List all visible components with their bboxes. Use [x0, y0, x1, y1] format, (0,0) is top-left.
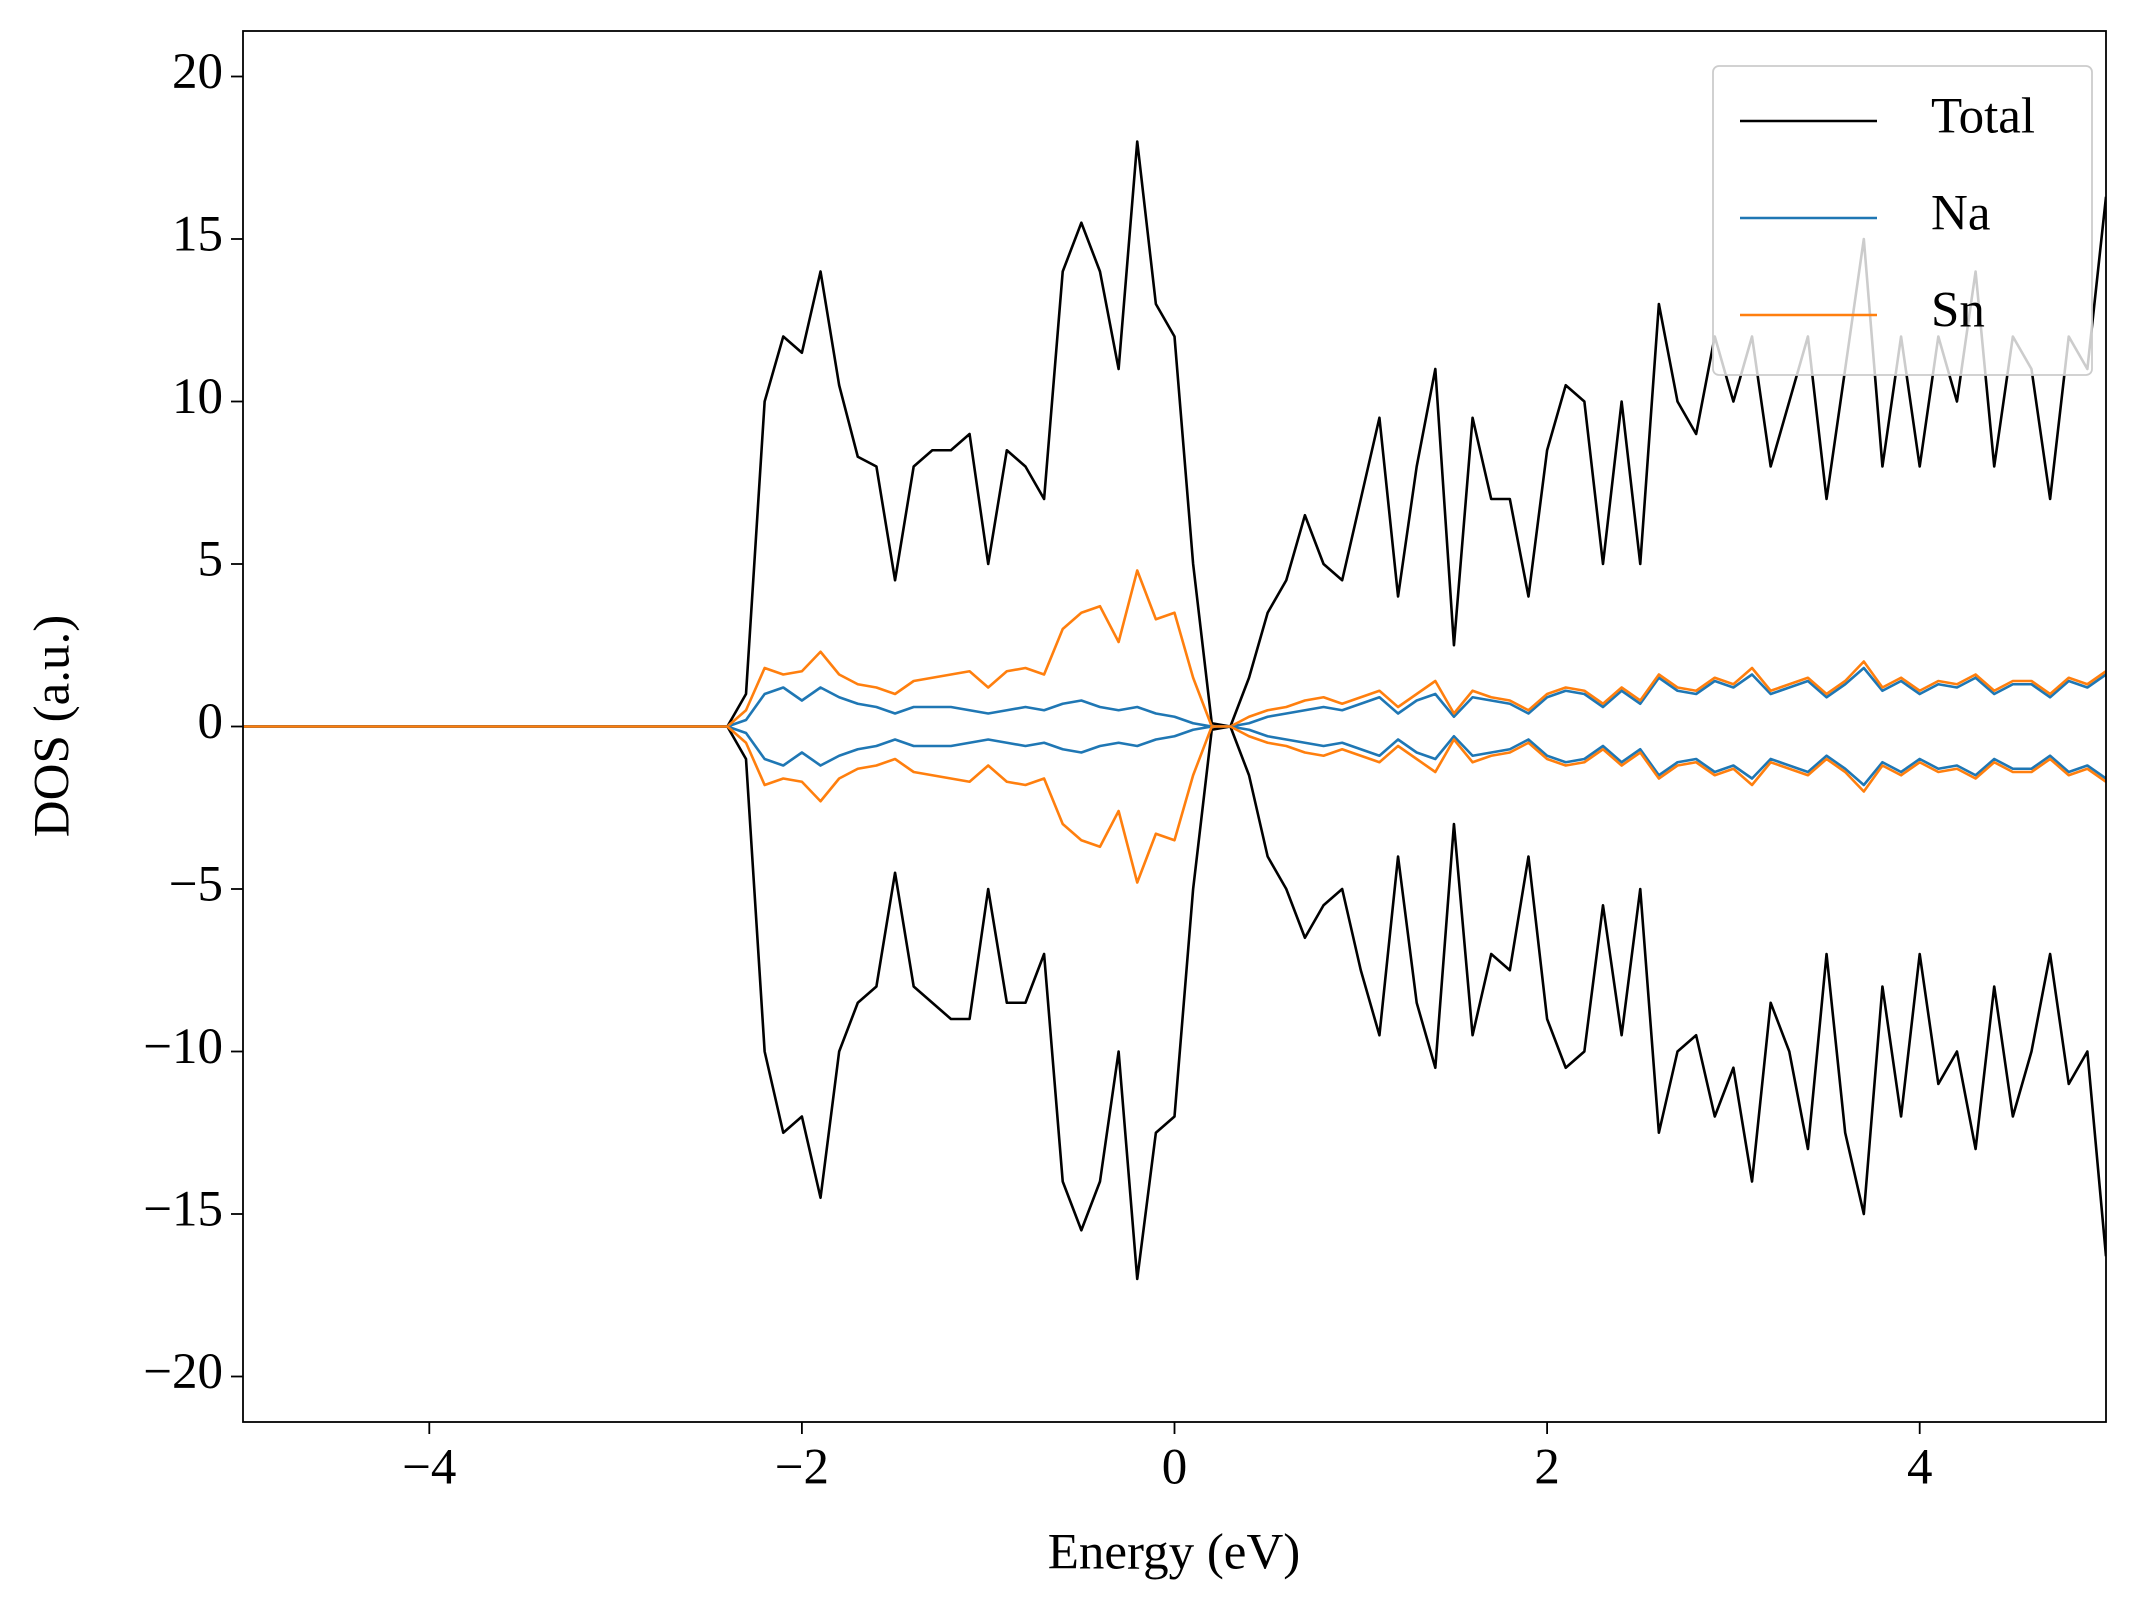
legend-label: Na: [1931, 186, 1990, 242]
data-line: [243, 725, 2106, 884]
y-tick-label: −5: [169, 857, 223, 913]
y-axis-label: DOS (a.u.): [25, 615, 81, 837]
y-tick-label: 5: [198, 532, 224, 588]
y-tick-label: −20: [143, 1344, 223, 1400]
y-tick-label: 10: [172, 369, 223, 425]
x-tick-label: 4: [1907, 1440, 1933, 1496]
y-tick-label: −15: [143, 1182, 223, 1238]
plot-frame: [242, 30, 2107, 1423]
legend-label: Sn: [1931, 283, 1985, 339]
legend-label: Total: [1931, 89, 2035, 145]
legend-box: [1712, 65, 2093, 376]
x-tick-label: 2: [1534, 1440, 1560, 1496]
y-tick-label: 20: [172, 44, 223, 100]
x-tick-label: 0: [1162, 1440, 1188, 1496]
y-tick-label: 15: [172, 207, 223, 263]
x-axis-label: Energy (eV): [1048, 1525, 1301, 1581]
y-tick-label: −10: [143, 1019, 223, 1075]
x-tick-label: −2: [775, 1440, 829, 1496]
plot-area: [243, 140, 2106, 1281]
x-tick-label: −4: [402, 1440, 456, 1496]
y-tick-label: 0: [198, 694, 224, 750]
